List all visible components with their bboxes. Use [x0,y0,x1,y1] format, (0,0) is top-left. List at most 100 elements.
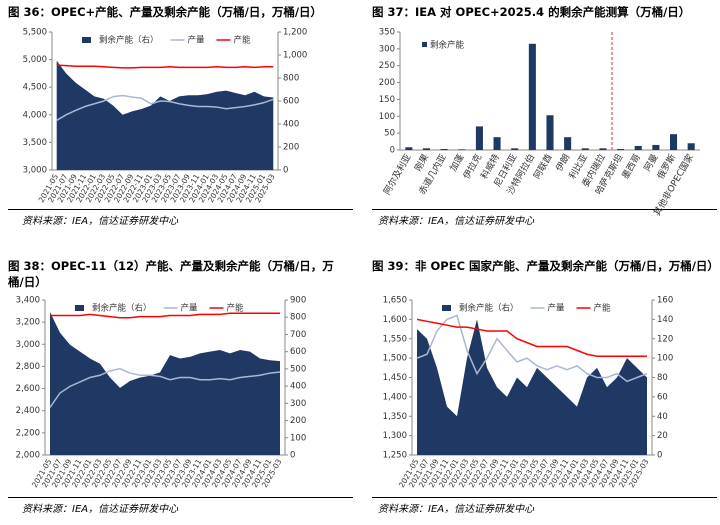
y-tick-label: 1,600 [383,315,407,325]
y-tick-label: 3,500 [23,138,47,148]
y-tick-label: 50 [384,129,395,139]
legend-label: 产能 [227,303,245,314]
line [49,367,281,408]
area [417,319,647,455]
line [50,312,280,319]
legend-label: 产能 [234,35,252,46]
bar [564,137,572,150]
y-tick-label: 300 [379,44,395,54]
source: 资料来源：IEA，信达证券研发中心 [378,504,535,515]
y2-tick-label: 0 [283,166,288,176]
y-tick-label: 1,250 [383,451,407,461]
y2-tick-label: 20 [657,431,668,441]
y-tick-label: 2,800 [16,362,40,372]
x-tick-label: 阿联酋 [531,152,555,181]
y-tick-label: 200 [379,78,395,88]
line [416,318,647,357]
bar [475,126,483,150]
y-tick-label: 5,000 [23,55,47,65]
legend-label: 产量 [548,303,566,314]
y2-tick-label: 900 [290,296,306,306]
y2-tick-label: 120 [657,334,673,344]
y-tick-label: 100 [379,112,395,122]
y2-tick-label: 600 [290,347,306,357]
line [416,314,648,383]
y-tick-label: 250 [379,61,395,71]
y2-tick-label: 0 [657,451,662,461]
legend-label: 产量 [181,303,199,314]
x-tick-label: 阿尔及利亚 [381,152,414,197]
y-tick-label: 1,350 [383,412,407,422]
y-tick-label: 1,400 [383,392,407,402]
bar [687,143,695,150]
chart-title: 图 36：OPEC+产能、产量及剩余产能（万桶/日，万桶/日） [8,5,323,19]
legend-swatch [82,37,91,43]
y2-tick-label: 800 [283,74,299,84]
source: 资料来源：IEA，信达证券研发中心 [22,504,179,515]
bar [670,134,678,150]
x-tick-label: 墨西哥 [620,152,643,181]
y2-tick-label: 100 [290,433,306,443]
y-tick-label: 2,200 [16,428,40,438]
x-tick-label: 加蓬 [447,152,466,174]
bar [458,149,466,150]
chart-title: 图 37：IEA 对 OPEC+2025.4 的剩余产能测算（万桶/日） [372,5,691,19]
line [56,64,274,69]
y2-tick-label: 700 [290,330,306,340]
y-tick-label: 1,300 [383,431,407,441]
bar [599,148,607,150]
y2-tick-label: 1,200 [283,28,307,38]
y2-tick-label: 0 [290,451,295,461]
y2-tick-label: 100 [657,354,673,364]
y-tick-label: 4,500 [23,83,47,93]
rule [8,209,353,210]
line [56,94,274,121]
y-tick-label: 2,600 [16,384,40,394]
y2-tick-label: 200 [283,143,299,153]
area [56,60,274,170]
legend-label: 剩余产能 [430,40,465,51]
y2-tick-label: 140 [657,315,673,325]
y-tick-label: 3,000 [16,340,40,350]
source: 资料来源：IEA，信达证券研发中心 [378,216,535,227]
y-tick-label: 1,500 [383,354,407,364]
y-tick-label: 2,400 [16,406,40,416]
y-tick-label: 3,400 [16,296,40,306]
rule [372,497,717,498]
y2-tick-label: 60 [657,392,668,402]
legend-label: 剩余产能（右） [459,303,519,314]
legend-label: 剩余产能（右） [99,35,159,46]
chart-title: 图 39：非 OPEC 国家产能、产量及剩余产能（万桶/日，万桶/日） [372,259,719,273]
x-tick-label: 阿曼 [642,152,661,173]
y-tick-label: 0 [390,146,395,156]
y-tick-label: 150 [379,95,395,105]
bar [493,137,501,150]
y2-tick-label: 1,000 [283,51,307,61]
legend-swatch [442,305,451,311]
bar [422,148,430,150]
chart-title: 图 38：OPEC-11（12）产能、产量及剩余产能（万桶/日，万桶/日） [8,259,334,289]
bar [511,148,519,150]
legend-label: 剩余产能（右） [92,303,152,314]
rule [372,209,717,210]
y-tick-label: 3,200 [16,318,40,328]
y-tick-label: 1,550 [383,334,407,344]
y-tick-label: 2,000 [16,451,40,461]
y-tick-label: 5,500 [23,28,47,38]
y-tick-label: 350 [379,28,395,38]
y2-tick-label: 400 [283,120,299,130]
y2-tick-label: 600 [283,97,299,107]
bar [617,148,625,150]
y2-tick-label: 160 [657,296,673,306]
bar [652,144,660,150]
legend-label: 产量 [188,35,206,46]
y2-tick-label: 400 [290,382,306,392]
y2-tick-label: 500 [290,364,306,374]
x-tick-label: 刚果 [413,152,432,173]
y-tick-label: 1,650 [383,296,407,306]
bar [546,115,554,150]
y2-tick-label: 300 [290,399,306,409]
source: 资料来源：IEA，信达证券研发中心 [22,216,179,227]
